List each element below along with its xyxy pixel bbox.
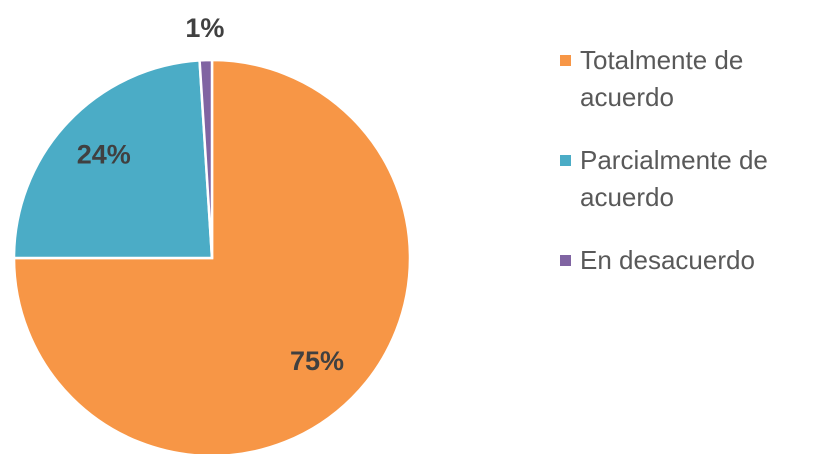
pie-slice [12,59,214,260]
legend-swatch [560,55,571,66]
legend-item: Parcialmente de acuerdo [560,142,800,216]
legend-label: En desacuerdo [580,245,755,275]
legend: Totalmente de acuerdo Parcialmente de acu… [560,42,800,305]
legend-swatch [560,255,571,266]
legend-label: Parcialmente de acuerdo [580,145,768,212]
pie-slice [12,58,412,454]
pie-slice [198,58,214,259]
data-label: 1% [185,13,224,43]
legend-item: En desacuerdo [560,242,800,279]
data-label: 75% [290,346,344,376]
legend-swatch [560,155,571,166]
data-label: 24% [77,139,131,169]
legend-label: Totalmente de acuerdo [580,45,744,112]
legend-item: Totalmente de acuerdo [560,42,800,116]
